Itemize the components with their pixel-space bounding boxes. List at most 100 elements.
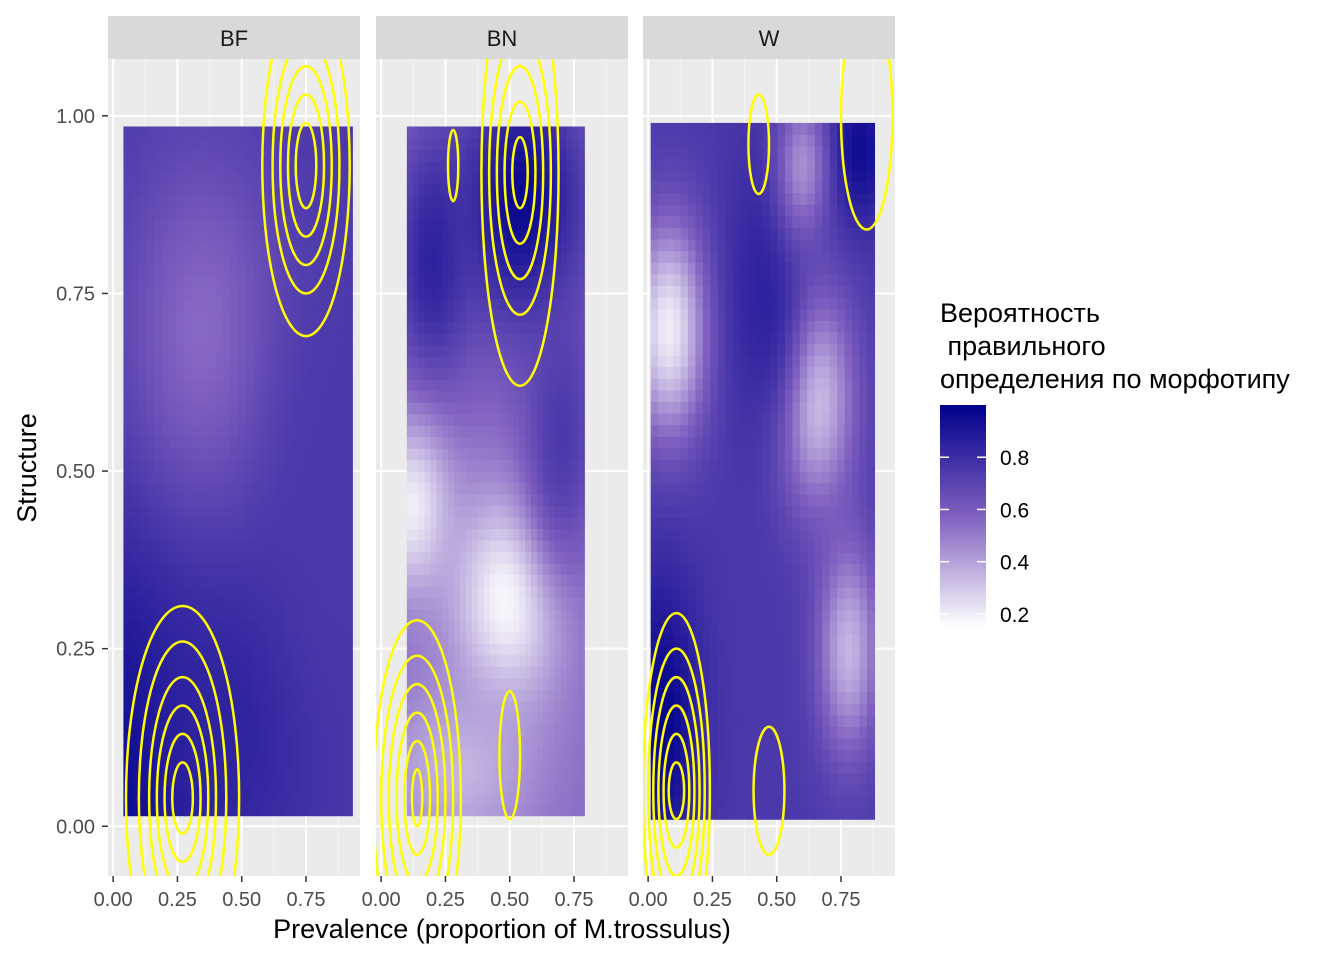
heatmap-tile bbox=[184, 655, 192, 667]
heatmap-tile bbox=[162, 253, 170, 265]
heatmap-tile bbox=[261, 620, 269, 632]
heatmap-tile bbox=[162, 448, 170, 460]
heatmap-tile bbox=[513, 632, 520, 644]
heatmap-tile bbox=[755, 541, 763, 553]
heatmap-tile bbox=[567, 528, 574, 540]
heatmap-tile bbox=[322, 368, 330, 380]
heatmap-tile bbox=[200, 356, 208, 368]
heatmap-tile bbox=[785, 413, 793, 425]
heatmap-tile bbox=[777, 413, 785, 425]
heatmap-tile bbox=[658, 181, 666, 193]
heatmap-tile bbox=[207, 138, 215, 150]
heatmap-tile bbox=[436, 379, 443, 391]
heatmap-tile bbox=[695, 262, 703, 274]
heatmap-tile bbox=[572, 322, 579, 334]
heatmap-tile bbox=[673, 738, 681, 750]
heatmap-tile bbox=[501, 414, 508, 426]
heatmap-tile bbox=[755, 425, 763, 437]
heatmap-tile bbox=[800, 181, 808, 193]
heatmap-tile bbox=[291, 264, 299, 276]
heatmap-tile bbox=[695, 448, 703, 460]
heatmap-tile bbox=[549, 356, 556, 368]
heatmap-tile bbox=[792, 459, 800, 471]
heatmap-tile bbox=[770, 297, 778, 309]
heatmap-tile bbox=[800, 552, 808, 564]
heatmap-tile bbox=[651, 587, 659, 599]
heatmap-tile bbox=[419, 207, 426, 219]
heatmap-tile bbox=[681, 146, 689, 158]
heatmap-tile bbox=[496, 517, 503, 529]
heatmap-tile bbox=[785, 158, 793, 170]
heatmap-tile bbox=[407, 218, 414, 230]
heatmap-tile bbox=[177, 402, 185, 414]
heatmap-tile bbox=[230, 138, 238, 150]
heatmap-tile bbox=[436, 368, 443, 380]
heatmap-tile bbox=[785, 436, 793, 448]
heatmap-tile bbox=[184, 195, 192, 207]
heatmap-tile bbox=[162, 563, 170, 575]
heatmap-tile bbox=[807, 390, 815, 402]
heatmap-tile bbox=[725, 471, 733, 483]
heatmap-tile bbox=[555, 287, 562, 299]
heatmap-tile bbox=[276, 770, 284, 782]
heatmap-tile bbox=[276, 643, 284, 655]
heatmap-tile bbox=[718, 761, 726, 773]
heatmap-tile bbox=[792, 564, 800, 576]
heatmap-tile bbox=[425, 540, 432, 552]
heatmap-tile bbox=[710, 343, 718, 355]
heatmap-tile bbox=[651, 622, 659, 634]
heatmap-tile bbox=[561, 643, 568, 655]
heatmap-tile bbox=[268, 230, 276, 242]
heatmap-tile bbox=[472, 574, 479, 586]
heatmap-tile bbox=[448, 448, 455, 460]
heatmap-tile bbox=[733, 564, 741, 576]
heatmap-tile bbox=[496, 241, 503, 253]
heatmap-tile bbox=[549, 460, 556, 472]
heatmap-tile bbox=[578, 701, 585, 713]
heatmap-tile bbox=[785, 320, 793, 332]
heatmap-tile bbox=[431, 460, 438, 472]
heatmap-tile bbox=[777, 703, 785, 715]
heatmap-tile bbox=[215, 540, 223, 552]
heatmap-tile bbox=[755, 634, 763, 646]
heatmap-tile bbox=[549, 322, 556, 334]
heatmap-tile bbox=[284, 574, 292, 586]
heatmap-tile bbox=[733, 459, 741, 471]
heatmap-tile bbox=[710, 634, 718, 646]
heatmap-tile bbox=[419, 540, 426, 552]
heatmap-tile bbox=[572, 804, 579, 816]
heatmap-tile bbox=[555, 494, 562, 506]
heatmap-tile bbox=[442, 448, 449, 460]
heatmap-tile bbox=[718, 599, 726, 611]
heatmap-tile bbox=[710, 367, 718, 379]
heatmap-tile bbox=[740, 692, 748, 704]
heatmap-tile bbox=[666, 181, 674, 193]
heatmap-tile bbox=[807, 645, 815, 657]
heatmap-tile bbox=[200, 264, 208, 276]
heatmap-tile bbox=[807, 726, 815, 738]
heatmap-tile bbox=[770, 390, 778, 402]
heatmap-tile bbox=[703, 169, 711, 181]
heatmap-tile bbox=[192, 597, 200, 609]
heatmap-tile bbox=[740, 668, 748, 680]
heatmap-tile bbox=[519, 356, 526, 368]
heatmap-tile bbox=[192, 517, 200, 529]
heatmap-tile bbox=[230, 793, 238, 805]
heatmap-tile bbox=[131, 528, 139, 540]
heatmap-tile bbox=[733, 309, 741, 321]
heatmap-tile bbox=[238, 483, 246, 495]
heatmap-tile bbox=[413, 126, 420, 138]
heatmap-tile bbox=[299, 609, 307, 621]
heatmap-tile bbox=[478, 770, 485, 782]
heatmap-tile bbox=[755, 773, 763, 785]
heatmap-tile bbox=[200, 161, 208, 173]
heatmap-tile bbox=[419, 609, 426, 621]
heatmap-tile bbox=[567, 322, 574, 334]
heatmap-tile bbox=[543, 735, 550, 747]
heatmap-tile bbox=[184, 437, 192, 449]
heatmap-tile bbox=[710, 193, 718, 205]
heatmap-tile bbox=[733, 436, 741, 448]
heatmap-tile bbox=[472, 793, 479, 805]
heatmap-tile bbox=[146, 586, 154, 598]
heatmap-tile bbox=[792, 343, 800, 355]
